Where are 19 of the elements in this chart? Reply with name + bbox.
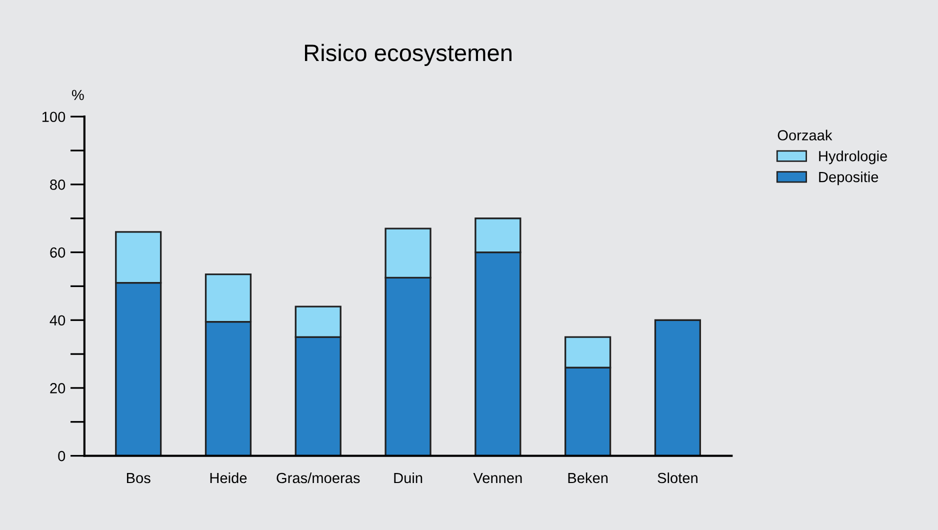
- legend-label: Depositie: [819, 171, 878, 186]
- x-tick-label: Sloten: [658, 472, 698, 484]
- x-tick-label: Bos: [126, 473, 150, 484]
- x-tick-label: Duin: [394, 472, 422, 484]
- x-tick-label: Vennen: [473, 473, 522, 484]
- legend-label: Hydrologie: [819, 150, 888, 164]
- y-tick-label: 0: [58, 450, 66, 462]
- y-tick-label: 20: [50, 383, 66, 394]
- legend-title: Oorzaak: [778, 130, 832, 140]
- y-axis-title: %: [72, 90, 84, 100]
- x-tick-label: Beken: [568, 472, 608, 484]
- x-tick-label: Gras/moeras: [276, 472, 360, 484]
- chart-title: Risico ecosystemen: [304, 44, 512, 66]
- y-tick-label: 100: [42, 112, 66, 122]
- bar: [654, 319, 702, 456]
- y-tick-label: 60: [50, 247, 66, 258]
- x-tick-label: Heide: [210, 472, 247, 484]
- y-tick-label: 40: [50, 315, 66, 326]
- y-tick-label: 80: [50, 180, 66, 190]
